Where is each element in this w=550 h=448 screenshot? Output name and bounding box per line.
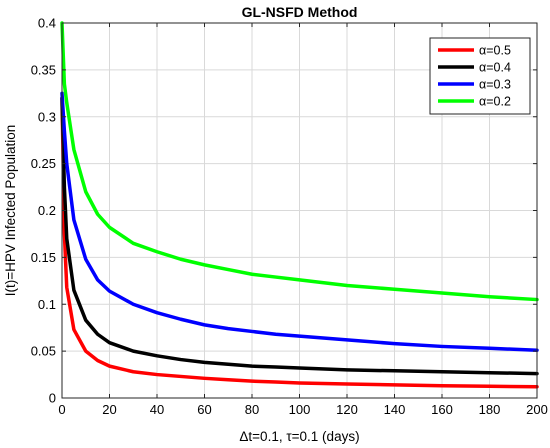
x-tick-label: 40 bbox=[150, 402, 164, 417]
legend-label-1: α=0.4 bbox=[479, 61, 511, 75]
x-axis-label: Δt=0.1, τ=0.1 (days) bbox=[239, 429, 359, 444]
x-tick-label: 80 bbox=[245, 402, 259, 417]
y-tick-label: 0.1 bbox=[38, 297, 56, 312]
chart-title: GL-NSFD Method bbox=[242, 4, 358, 20]
x-tick-label: 0 bbox=[58, 402, 65, 417]
y-tick-label: 0.05 bbox=[31, 344, 56, 359]
y-tick-label: 0.35 bbox=[31, 62, 56, 77]
series-lines bbox=[60, 21, 539, 389]
x-tick-label: 180 bbox=[479, 402, 501, 417]
x-tick-label: 20 bbox=[102, 402, 116, 417]
series-line-0 bbox=[60, 96, 539, 389]
legend: α=0.5 α=0.4 α=0.3 α=0.2 bbox=[429, 37, 531, 115]
series-line-3 bbox=[60, 21, 539, 302]
x-tick-label: 100 bbox=[289, 402, 311, 417]
x-axis-ticks: 0 20 40 60 80 100 120 140 160 180 200 bbox=[58, 23, 548, 417]
legend-label-3: α=0.2 bbox=[479, 95, 511, 109]
y-axis-label: I(t)=HPV Infected Population bbox=[3, 125, 18, 296]
x-tick-label: 120 bbox=[336, 402, 358, 417]
y-tick-label: 0.15 bbox=[31, 250, 56, 265]
x-tick-label: 200 bbox=[526, 402, 548, 417]
x-tick-label: 140 bbox=[384, 402, 406, 417]
y-tick-label: 0.4 bbox=[38, 16, 56, 31]
y-tick-label: 0 bbox=[49, 391, 56, 406]
x-tick-label: 60 bbox=[197, 402, 211, 417]
y-axis-ticks: 0 0.05 0.1 0.15 0.2 0.25 0.3 0.35 0.4 bbox=[31, 16, 537, 406]
y-tick-label: 0.2 bbox=[38, 203, 56, 218]
series-line-1 bbox=[60, 96, 539, 376]
y-tick-label: 0.25 bbox=[31, 156, 56, 171]
y-tick-label: 0.3 bbox=[38, 109, 56, 124]
series-line-2 bbox=[60, 91, 539, 352]
x-tick-label: 160 bbox=[431, 402, 453, 417]
legend-label-2: α=0.3 bbox=[479, 78, 511, 92]
legend-label-0: α=0.5 bbox=[479, 44, 511, 58]
